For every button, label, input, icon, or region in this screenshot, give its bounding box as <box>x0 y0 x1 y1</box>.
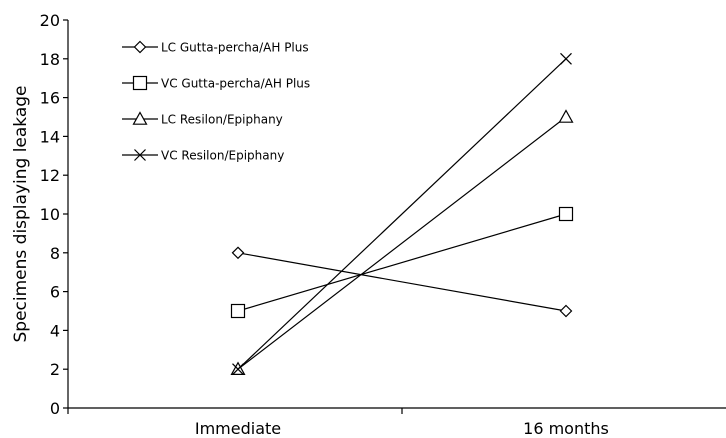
legend-label: VC Resilon/Epiphany <box>161 149 284 163</box>
series-x <box>232 52 572 376</box>
legend-item: VC Resilon/Epiphany <box>122 149 284 163</box>
y-tick-label: 4 <box>50 321 60 340</box>
legend-marker-diamond <box>133 40 147 54</box>
legend-marker-triangle <box>132 111 148 125</box>
series-square <box>230 206 574 319</box>
data-point-diamond <box>559 304 573 318</box>
y-tick-label: 10 <box>40 205 60 224</box>
data-point-square <box>558 206 574 222</box>
y-tick-label: 20 <box>40 11 60 30</box>
series-line <box>237 213 567 312</box>
y-axis-title: Specimens displaying leakage <box>11 85 31 342</box>
axes: 0 2 4 6 8 10 12 14 16 18 20 Immediate 16 months <box>40 11 726 438</box>
data-point-diamond <box>231 246 245 260</box>
legend: LC Gutta-percha/AH Plus VC Gutta-percha/A… <box>122 41 310 163</box>
y-tick-label: 6 <box>50 283 60 302</box>
legend-item: VC Gutta-percha/AH Plus <box>122 75 310 91</box>
y-tick-label: 14 <box>40 127 60 146</box>
x-tick-label: Immediate <box>195 419 281 438</box>
y-tick-label: 0 <box>50 399 60 418</box>
legend-label: VC Gutta-percha/AH Plus <box>161 77 310 91</box>
legend-marker-x <box>134 149 146 161</box>
series-line <box>237 58 567 370</box>
legend-label: LC Gutta-percha/AH Plus <box>161 41 309 55</box>
y-tick-label: 2 <box>50 360 60 379</box>
series-diamond <box>231 246 573 318</box>
y-tick-label: 18 <box>40 50 60 69</box>
series-line <box>237 116 567 370</box>
legend-item: LC Resilon/Epiphany <box>122 111 283 127</box>
y-tick-label: 16 <box>40 89 60 108</box>
legend-item: LC Gutta-percha/AH Plus <box>122 41 309 55</box>
x-tick-label: 16 months <box>523 419 609 438</box>
data-point-x <box>560 52 572 65</box>
legend-marker-square <box>132 75 148 91</box>
data-point-square <box>230 303 246 319</box>
series-layer <box>230 52 574 376</box>
legend-label: LC Resilon/Epiphany <box>161 113 283 127</box>
y-tick-label: 8 <box>50 244 60 263</box>
data-point-x <box>232 363 244 376</box>
series-line <box>237 252 567 312</box>
y-tick-label: 12 <box>40 166 60 185</box>
data-point-triangle <box>558 109 574 123</box>
